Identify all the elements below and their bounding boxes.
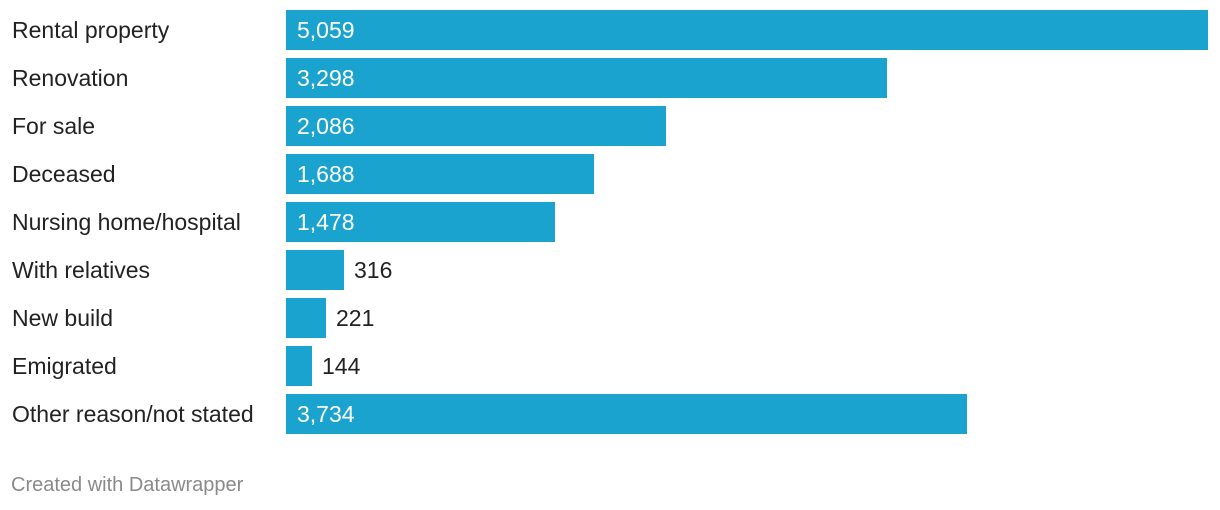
category-label: New build — [12, 305, 113, 331]
value-label: 3,734 — [297, 401, 355, 427]
bar-chart: Rental property 5,059 Renovation 3,298 For s… — [12, 10, 1208, 434]
value-label: 5,059 — [297, 17, 355, 43]
bar — [286, 106, 666, 146]
bar — [286, 58, 887, 98]
bar — [286, 10, 1208, 50]
bar — [286, 298, 326, 338]
value-label: 1,688 — [297, 161, 355, 187]
bar — [286, 346, 312, 386]
bar — [286, 202, 555, 242]
bar — [286, 250, 344, 290]
bar — [286, 394, 967, 434]
category-label: Other reason/not stated — [12, 401, 254, 427]
value-label: 3,298 — [297, 65, 355, 91]
category-label: Nursing home/hospital — [12, 209, 241, 235]
category-label: Rental property — [12, 17, 170, 43]
category-label: For sale — [12, 113, 96, 139]
value-label: 1,478 — [297, 209, 355, 235]
category-label: Deceased — [12, 161, 116, 187]
category-label: Renovation — [12, 65, 129, 91]
value-label: 316 — [354, 257, 393, 283]
value-label: 221 — [336, 305, 375, 331]
category-label: Emigrated — [12, 353, 117, 379]
value-label: 144 — [322, 353, 361, 379]
datawrapper-credit: Created with Datawrapper — [11, 474, 244, 496]
value-label: 2,086 — [297, 113, 355, 139]
bar — [286, 154, 594, 194]
category-label: With relatives — [12, 257, 151, 283]
